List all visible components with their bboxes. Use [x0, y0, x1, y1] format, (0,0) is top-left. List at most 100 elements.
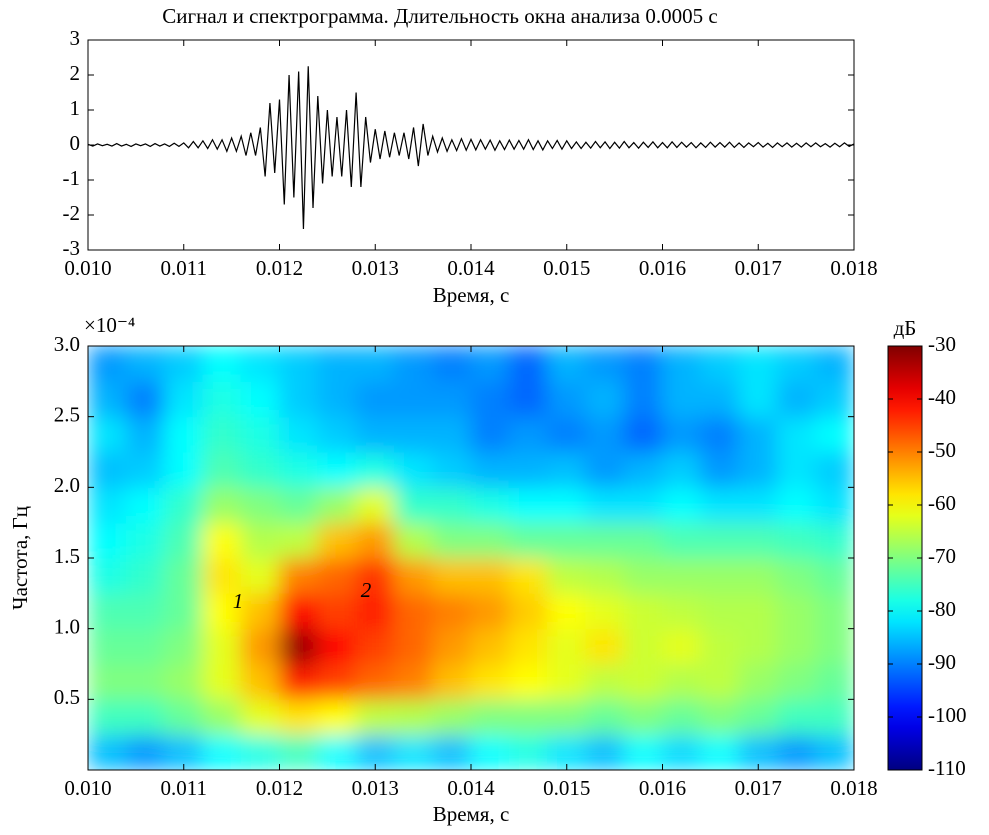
x-tick-label: 0.014 — [447, 256, 495, 280]
y-tick-label: 0.5 — [54, 685, 80, 709]
y-tick-label: 0 — [70, 131, 81, 155]
heat-cell — [317, 346, 357, 382]
plot-frame — [87, 345, 855, 771]
heat-cell — [547, 592, 587, 630]
heat-cell — [164, 557, 204, 594]
heat-cell — [776, 628, 817, 665]
heat-cell — [776, 522, 817, 559]
heat-cell — [202, 380, 242, 418]
heat-cell — [279, 380, 319, 418]
heat-cell — [662, 522, 702, 559]
heat-cell — [776, 486, 817, 524]
heat-cell — [662, 698, 702, 736]
heat-cell — [508, 522, 549, 559]
heat-cell — [508, 416, 549, 453]
heat-cell — [125, 734, 166, 770]
heat-cell — [470, 734, 510, 770]
heat-cell — [508, 663, 549, 700]
heat-cell — [432, 592, 472, 630]
heat-cell — [776, 557, 817, 594]
annotation: 1 — [233, 589, 244, 613]
heat-cell — [317, 663, 357, 700]
heat-cell — [623, 522, 663, 559]
heat-cell — [815, 416, 854, 453]
heat-cell — [202, 557, 242, 594]
heat-cell — [240, 698, 280, 736]
colorbar-tick-label: -50 — [928, 438, 956, 462]
heat-cell — [700, 346, 740, 382]
heat-cell — [202, 486, 242, 524]
heat-cell — [125, 698, 166, 736]
heat-cell — [279, 486, 319, 524]
heat-cell — [355, 451, 395, 488]
x-tick-label: 0.010 — [64, 776, 111, 800]
heat-cell — [88, 734, 127, 770]
heat-cell — [432, 416, 472, 453]
heat-cell — [700, 522, 740, 559]
heat-cell — [738, 522, 778, 559]
heat-cell — [776, 592, 817, 630]
heat-cell — [700, 663, 740, 700]
heat-cell — [776, 346, 817, 382]
heat-cell — [88, 698, 127, 736]
heat-cell — [700, 557, 740, 594]
heat-cell — [125, 380, 166, 418]
heat-cell — [393, 698, 434, 736]
heat-cell — [738, 416, 778, 453]
heat-cell — [202, 592, 242, 630]
heat-cell — [432, 522, 472, 559]
heat-cell — [508, 346, 549, 382]
heat-cell — [202, 698, 242, 736]
heat-cell — [585, 522, 625, 559]
heat-cell — [164, 380, 204, 418]
y-axis-label: Частота, Гц — [8, 506, 32, 610]
heat-cell — [317, 451, 357, 488]
heat-cell — [240, 734, 280, 770]
heat-cell — [547, 380, 587, 418]
heat-cell — [776, 734, 817, 770]
heat-cell — [470, 592, 510, 630]
heat-cell — [662, 628, 702, 665]
y-tick-label: 1.0 — [54, 614, 80, 638]
heat-cell — [547, 663, 587, 700]
heat-cell — [585, 451, 625, 488]
colorbar-tick-label: -60 — [928, 491, 956, 515]
y-tick-label: 2 — [70, 61, 81, 85]
heat-cell — [623, 557, 663, 594]
x-tick-label: 0.011 — [161, 256, 207, 280]
heat-cell — [585, 486, 625, 524]
heat-cell — [393, 416, 434, 453]
heat-cell — [432, 380, 472, 418]
heat-cell — [317, 734, 357, 770]
heat-cell — [815, 628, 854, 665]
heat-cell — [738, 628, 778, 665]
y-tick-label: 2.0 — [54, 473, 80, 497]
heat-cell — [432, 486, 472, 524]
heat-cell — [776, 698, 817, 736]
heat-cell — [317, 380, 357, 418]
heat-cell — [393, 451, 434, 488]
heat-cell — [279, 698, 319, 736]
heat-cell — [470, 557, 510, 594]
heat-cell — [317, 416, 357, 453]
heat-cell — [240, 663, 280, 700]
heat-cell — [662, 592, 702, 630]
colorbar-tick-label: -70 — [928, 544, 956, 568]
heat-cell — [623, 628, 663, 665]
x-tick-label: 0.013 — [352, 256, 399, 280]
heat-cell — [547, 451, 587, 488]
heat-cell — [125, 592, 166, 630]
heat-cell — [88, 592, 127, 630]
heat-cell — [164, 486, 204, 524]
heat-cell — [393, 628, 434, 665]
heat-cell — [393, 734, 434, 770]
heat-cell — [240, 557, 280, 594]
heat-cell — [815, 734, 854, 770]
heat-cell — [508, 451, 549, 488]
heat-cell — [279, 734, 319, 770]
heat-cell — [662, 557, 702, 594]
heat-cell — [815, 522, 854, 559]
heat-cell — [432, 663, 472, 700]
colorbar-tick-label: -40 — [928, 385, 956, 409]
